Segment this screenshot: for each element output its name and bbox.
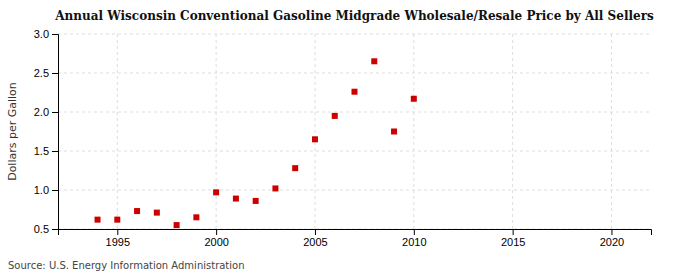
point bbox=[411, 96, 417, 102]
points bbox=[95, 58, 417, 228]
grid-line bbox=[413, 34, 414, 229]
chart: 1995 2000 2005 2010 2015 2020 0.5 1.0 1.5 2.0 2.5 3… bbox=[0, 0, 675, 275]
grid-line bbox=[512, 34, 513, 229]
point bbox=[352, 89, 358, 95]
x-axis-tick: 2010 bbox=[402, 229, 426, 248]
x-axis-tick-label: 2000 bbox=[204, 236, 228, 248]
x-axis-tick: 2000 bbox=[204, 229, 228, 248]
x-axis-tick-mark bbox=[414, 229, 415, 235]
point bbox=[114, 217, 120, 223]
y-axis-tick: 1.5 bbox=[34, 145, 58, 157]
point bbox=[312, 136, 318, 142]
point bbox=[233, 196, 239, 202]
y-axis-tick: 3.0 bbox=[34, 28, 58, 40]
y-axis-line bbox=[52, 35, 59, 230]
x-axis-tick-label: 2005 bbox=[303, 236, 327, 248]
y-axis-tick-label: 2.5 bbox=[34, 67, 49, 79]
y-axis-tick: 0.5 bbox=[34, 223, 58, 235]
grid-line bbox=[216, 34, 217, 229]
point bbox=[253, 198, 259, 204]
grid-line bbox=[58, 34, 651, 35]
point bbox=[391, 129, 397, 135]
y-axis-title: Dollars per Gallon bbox=[6, 82, 19, 181]
grid-line bbox=[58, 151, 651, 152]
point bbox=[332, 113, 338, 119]
y-axis: 0.5 1.0 1.5 2.0 2.5 3.0 bbox=[34, 28, 59, 235]
point bbox=[193, 214, 199, 220]
point bbox=[292, 165, 298, 171]
x-axis-line bbox=[59, 230, 652, 236]
x-axis: 1995 2000 2005 2010 2015 2020 bbox=[59, 229, 652, 248]
x-axis-tick-label: 2010 bbox=[402, 236, 426, 248]
grid-line bbox=[117, 34, 118, 229]
y-axis-tick-label: 1.5 bbox=[34, 145, 49, 157]
y-axis-tick-mark bbox=[52, 34, 58, 35]
title: Annual Wisconsin Conventional Gasoline M… bbox=[54, 9, 654, 23]
x-axis-tick-mark bbox=[513, 229, 514, 235]
x-axis-tick: 1995 bbox=[106, 229, 130, 248]
x-axis-tick-mark bbox=[315, 229, 316, 235]
y-axis-tick: 1.0 bbox=[34, 184, 58, 196]
y-axis-tick: 2.0 bbox=[34, 106, 58, 118]
x-axis-tick: 2015 bbox=[501, 229, 525, 248]
x-axis-tick-mark bbox=[117, 229, 118, 235]
y-axis-tick-label: 3.0 bbox=[34, 28, 49, 40]
x-axis-tick-label: 1995 bbox=[106, 236, 130, 248]
y-axis-tick-mark bbox=[52, 229, 58, 230]
y-axis-tick-mark bbox=[52, 151, 58, 152]
y-axis-tick-mark bbox=[52, 73, 58, 74]
grid-line bbox=[58, 112, 651, 113]
point bbox=[174, 222, 180, 228]
y-axis-tick-label: 1.0 bbox=[34, 184, 49, 196]
x-axis-tick-mark bbox=[216, 229, 217, 235]
x-axis-tick-mark bbox=[611, 229, 612, 235]
x-axis-tick-label: 2020 bbox=[600, 236, 624, 248]
x-axis-tick: 2020 bbox=[600, 229, 624, 248]
point bbox=[154, 210, 160, 216]
y-axis-tick-mark bbox=[52, 112, 58, 113]
plot: 1995 2000 2005 2010 2015 2020 0.5 1.0 1.5 2.0 2.5 3… bbox=[34, 28, 652, 248]
x-axis-tick: 2005 bbox=[303, 229, 327, 248]
grid-line bbox=[58, 190, 651, 191]
y-axis-tick-label: 0.5 bbox=[34, 223, 49, 235]
grid bbox=[58, 34, 651, 229]
point bbox=[272, 185, 278, 191]
y-axis-tick-mark bbox=[52, 190, 58, 191]
grid-line bbox=[58, 73, 651, 74]
y-axis-tick: 2.5 bbox=[34, 67, 58, 79]
point bbox=[371, 58, 377, 64]
point bbox=[213, 189, 219, 195]
grid-line bbox=[314, 34, 315, 229]
grid-line bbox=[611, 34, 612, 229]
y-axis-tick-label: 2.0 bbox=[34, 106, 49, 118]
point bbox=[95, 217, 101, 223]
source: Source: U.S. Energy Information Administ… bbox=[8, 260, 245, 271]
x-axis-tick-label: 2015 bbox=[501, 236, 525, 248]
point bbox=[134, 208, 140, 214]
